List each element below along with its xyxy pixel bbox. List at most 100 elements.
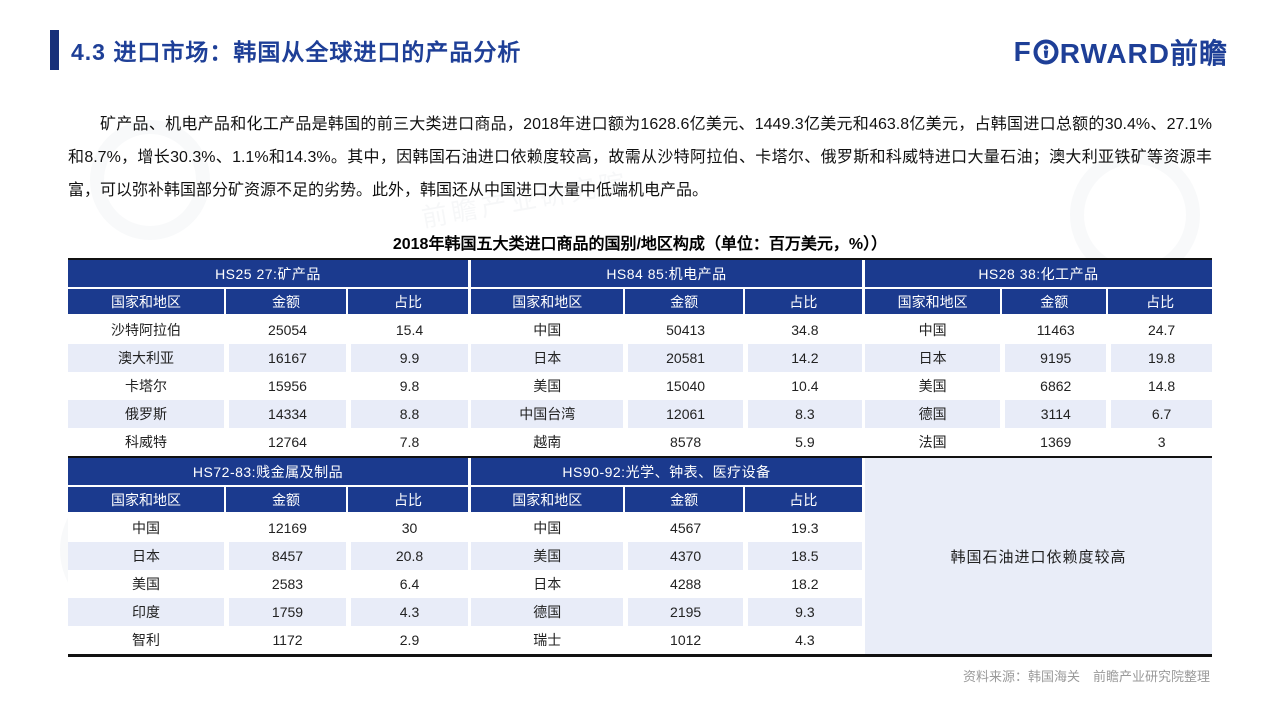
- table-row: 德国 2195 9.3: [471, 598, 863, 626]
- group-header: HS25 27:矿产品: [68, 260, 468, 287]
- column-header: 金额: [1002, 289, 1107, 314]
- import-tables: HS25 27:矿产品 国家和地区 金额 占比 沙特阿拉伯 25054 15.4 澳大…: [68, 258, 1213, 657]
- share-cell: 19.8: [1111, 344, 1213, 372]
- column-header: 占比: [1108, 289, 1213, 314]
- amount-cell: 1759: [229, 598, 346, 626]
- table-row: 美国 6862 14.8: [865, 372, 1212, 400]
- page-title: 4.3 进口市场：韩国从全球进口的产品分析: [71, 39, 522, 65]
- table-optical: HS90-92:光学、钟表、医疗设备 国家和地区 金额 占比 中国 4567 19.…: [471, 458, 863, 654]
- share-cell: 14.2: [747, 344, 863, 372]
- bottom-table-row: HS72-83:贱金属及制品 国家和地区 金额 占比 中国 12169 30 日本 84…: [68, 456, 1212, 657]
- share-cell: 5.9: [795, 434, 815, 450]
- amount-cell: 3114: [1005, 400, 1107, 428]
- column-header-row: 国家和地区 金额 占比: [471, 289, 863, 314]
- country-cell: 中国: [533, 322, 562, 338]
- column-header: 金额: [226, 289, 346, 314]
- column-header: 占比: [348, 289, 468, 314]
- table-row: 美国 15040 10.4: [471, 372, 862, 400]
- table-row: 沙特阿拉伯 25054 15.4: [68, 316, 468, 344]
- amount-cell: 25054: [268, 322, 307, 338]
- table-machinery: HS84 85:机电产品 国家和地区 金额 占比 中国 50413 34.8 日本 20…: [471, 260, 863, 456]
- table-row: 瑞士 1012 4.3: [471, 626, 862, 654]
- slide-header: 4.3 进口市场：韩国从全球进口的产品分析: [50, 30, 521, 70]
- table-body: 中国 11463 24.7 日本 9195 19.8 美国 6862 14.8 德国 3114 6.7…: [865, 316, 1213, 456]
- share-cell: 6.7: [1111, 400, 1213, 428]
- country-cell: 中国台湾: [471, 400, 624, 428]
- table-body: 中国 12169 30 日本 8457 20.8 美国 2583 6.4 印度 1759 4.3 智利 1…: [68, 514, 468, 654]
- amount-cell: 12169: [268, 520, 307, 536]
- share-cell: 14.8: [1147, 378, 1176, 394]
- country-cell: 沙特阿拉伯: [111, 322, 181, 338]
- table-row: 美国 4370 18.5: [471, 542, 863, 570]
- forward-logo: F RWARD前瞻: [1014, 32, 1228, 72]
- country-cell: 瑞士: [533, 632, 562, 648]
- amount-cell: 15956: [268, 378, 307, 394]
- table-row: 中国 11463 24.7: [865, 316, 1212, 344]
- amount-cell: 6862: [1040, 378, 1072, 394]
- logo-text-part2: RWARD前瞻: [1059, 38, 1228, 69]
- table-body: 中国 50413 34.8 日本 20581 14.2 美国 15040 10.4 中国台湾 120…: [471, 316, 863, 456]
- share-cell: 10.4: [791, 378, 819, 394]
- column-header-row: 国家和地区 金额 占比: [68, 289, 468, 314]
- table-row: 中国台湾 12061 8.3: [471, 400, 863, 428]
- data-source: 资料来源：韩国海关 前瞻产业研究院整理: [962, 669, 1210, 684]
- column-header: 占比: [744, 289, 863, 314]
- share-cell: 15.4: [395, 322, 424, 338]
- share-cell: 9.8: [399, 378, 420, 394]
- group-header: HS84 85:机电产品: [471, 260, 862, 287]
- country-cell: 中国: [533, 520, 562, 536]
- table-row: 中国 4567 19.3: [471, 514, 862, 542]
- amount-cell: 12764: [268, 434, 307, 450]
- column-header: 占比: [744, 487, 863, 512]
- country-cell: 越南: [533, 434, 562, 450]
- amount-cell: 20581: [628, 344, 743, 372]
- table-row: 德国 3114 6.7: [865, 400, 1213, 428]
- share-cell: 19.3: [791, 520, 819, 536]
- country-cell: 印度: [68, 598, 224, 626]
- table-row: 日本 8457 20.8: [68, 542, 468, 570]
- share-cell: 9.9: [351, 344, 468, 372]
- country-cell: 中国: [132, 520, 160, 536]
- amount-cell: 2583: [271, 576, 304, 592]
- amount-cell: 2195: [628, 598, 743, 626]
- table-row: 日本 4288 18.2: [471, 570, 862, 598]
- table-row: 卡塔尔 15956 9.8: [68, 372, 468, 400]
- share-cell: 18.2: [791, 576, 819, 592]
- share-cell: 4.3: [351, 598, 468, 626]
- group-header: HS72-83:贱金属及制品: [68, 458, 468, 485]
- country-cell: 日本: [471, 344, 624, 372]
- share-cell: 2.9: [399, 632, 420, 648]
- country-cell: 智利: [132, 632, 160, 648]
- country-cell: 日本: [533, 576, 562, 592]
- share-cell: 9.3: [747, 598, 863, 626]
- amount-cell: 11463: [1036, 322, 1075, 338]
- share-cell: 3: [1157, 434, 1166, 450]
- table-row: 日本 9195 19.8: [865, 344, 1213, 372]
- table-row: 法国 1369 3: [865, 428, 1212, 456]
- logo-o-person-icon: [1033, 39, 1059, 65]
- amount-cell: 9195: [1005, 344, 1107, 372]
- country-cell: 法国: [918, 434, 947, 450]
- table-row: 越南 8578 5.9: [471, 428, 862, 456]
- country-cell: 澳大利亚: [68, 344, 224, 372]
- country-cell: 德国: [471, 598, 624, 626]
- column-header: 占比: [348, 487, 468, 512]
- column-header-row: 国家和地区 金额 占比: [865, 289, 1213, 314]
- column-header-row: 国家和地区 金额 占比: [68, 487, 468, 512]
- group-header: HS90-92:光学、钟表、医疗设备: [471, 458, 862, 485]
- table-row: 美国 2583 6.4: [68, 570, 468, 598]
- title-accent-bar: [50, 30, 59, 70]
- table-row: 中国 50413 34.8: [471, 316, 862, 344]
- country-cell: 中国: [918, 322, 947, 338]
- amount-cell: 14334: [229, 400, 346, 428]
- column-header: 金额: [226, 487, 346, 512]
- share-cell: 24.7: [1147, 322, 1176, 338]
- table-row: 印度 1759 4.3: [68, 598, 468, 626]
- share-cell: 34.8: [791, 322, 819, 338]
- table-body: 沙特阿拉伯 25054 15.4 澳大利亚 16167 9.9 卡塔尔 15956 9.8 俄罗斯…: [68, 316, 468, 456]
- column-header: 金额: [625, 289, 743, 314]
- country-cell: 俄罗斯: [68, 400, 224, 428]
- country-cell: 卡塔尔: [125, 378, 167, 394]
- table-title: 2018年韩国五大类进口商品的国别/地区构成（单位：百万美元，%））: [392, 236, 888, 253]
- column-header: 国家和地区: [68, 487, 224, 512]
